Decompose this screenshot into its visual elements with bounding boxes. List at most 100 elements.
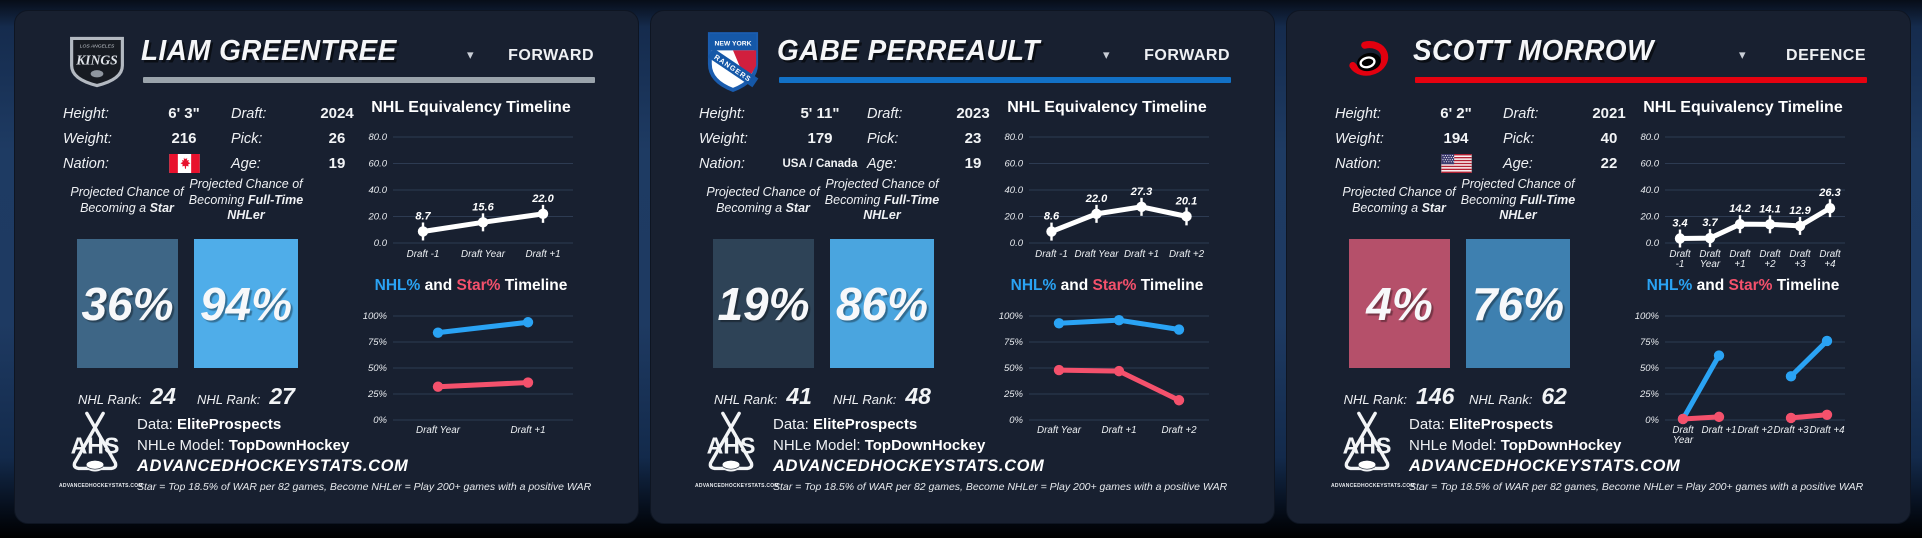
- x-tick-label: Draft +4: [1809, 425, 1845, 436]
- x-tick-label: Draft Year: [1075, 249, 1120, 260]
- nhler-chance-value-box: 76%: [1466, 239, 1570, 368]
- data-point: [1053, 364, 1065, 376]
- nation-value: [137, 154, 231, 173]
- rangers-logo-icon: NEW YORK RANGERS: [707, 32, 759, 93]
- pick-value: 23: [964, 130, 982, 147]
- player-card-2: NEW YORK RANGERS GABE PERREAULT ▾ FORWAR…: [650, 10, 1275, 524]
- team-logo-icon: NEW YORK RANGERS: [699, 29, 767, 95]
- data-point: [477, 217, 489, 228]
- nhler-chance-caption: Projected Chance of Becoming Full-Time N…: [188, 177, 304, 222]
- data-point: [537, 208, 549, 220]
- y-tick-label: 80.0: [369, 132, 388, 143]
- y-tick-label: 50%: [368, 363, 388, 374]
- height-label: Height:: [1335, 105, 1381, 122]
- nation-label: Nation:: [699, 155, 745, 172]
- pct-chart-title: NHL% and Star% Timeline: [1010, 277, 1204, 294]
- draft-value: 2021: [1592, 105, 1626, 122]
- canada-flag-icon: [168, 154, 200, 173]
- x-tick-label: Draft Year: [1037, 425, 1082, 436]
- series-line: [435, 319, 531, 336]
- chevron-down-icon[interactable]: ▾: [1739, 47, 1746, 62]
- ahs-caption: ADVANCEDHOCKEYSTATS.COM: [1331, 483, 1415, 489]
- data-point-label: 3.4: [1672, 217, 1687, 229]
- data-point: [1173, 395, 1185, 406]
- nhle-chart: 0.0 20.0 40.0 60.0 80.0 Draft -1 Draft Year Draft…: [1640, 132, 1845, 270]
- player-name-select[interactable]: SCOTT MORROW: [1413, 35, 1654, 67]
- y-tick-label: 0%: [1645, 415, 1659, 426]
- age-value: 22: [1600, 155, 1618, 172]
- player-name-select[interactable]: GABE PERREAULT: [777, 35, 1040, 67]
- draft-value: 2023: [956, 105, 990, 122]
- x-tick-label: Draft -1: [1035, 249, 1068, 260]
- data-point: [522, 317, 534, 328]
- y-tick-label: 0.0: [374, 238, 388, 249]
- svg-text:AHS: AHS: [1343, 433, 1392, 459]
- data-point: [1713, 411, 1725, 423]
- y-tick-label: 20.0: [368, 212, 388, 223]
- data-point: [1785, 412, 1797, 424]
- weight-value: 216: [171, 130, 197, 147]
- height-value: 6' 3": [168, 105, 200, 122]
- x-tick-label: Draft +4: [1819, 249, 1842, 270]
- model-line: NHLe Model: TopDownHockey: [137, 436, 350, 454]
- x-tick-label: Draft Year: [1672, 425, 1695, 446]
- y-tick-label: 75%: [1640, 337, 1660, 348]
- y-tick-label: 25%: [1639, 389, 1660, 400]
- pick-label: Pick:: [867, 130, 899, 147]
- pct-chart-title: NHL% and Star% Timeline: [1646, 277, 1840, 294]
- x-tick-label: Draft +1: [510, 425, 545, 436]
- nhler-chance-value-box: 86%: [830, 239, 934, 368]
- x-tick-label: Draft +2: [1161, 425, 1197, 436]
- x-tick-label: Draft +1: [525, 249, 560, 260]
- team-logo-icon: LOS ANGELES KINGS: [63, 29, 131, 95]
- height-label: Height:: [63, 105, 109, 122]
- weight-label: Weight:: [699, 130, 748, 147]
- data-point: [1794, 220, 1806, 232]
- player-name-select[interactable]: LIAM GREENTREE: [141, 35, 397, 67]
- y-tick-label: 60.0: [1005, 159, 1024, 170]
- height-value: 6' 2": [1440, 105, 1472, 122]
- y-tick-label: 100%: [363, 311, 388, 322]
- y-tick-label: 100%: [1635, 311, 1660, 322]
- data-point-label: 15.6: [472, 201, 494, 213]
- y-tick-label: 80.0: [1641, 132, 1660, 143]
- site-url: ADVANCEDHOCKEYSTATS.COM: [773, 457, 1045, 475]
- weight-value: 194: [1443, 130, 1469, 147]
- data-point-label: 22.0: [531, 193, 554, 205]
- y-tick-label: 75%: [1004, 337, 1024, 348]
- team-accent-divider: [1415, 77, 1867, 83]
- y-tick-label: 40.0: [1005, 185, 1024, 196]
- player-info-grid: Height: 6' 3" Draft: 2024 Weight: 216 Pi…: [63, 101, 381, 176]
- y-tick-label: 20.0: [1004, 212, 1024, 223]
- nhler-nhl-rank: NHL Rank: 48: [833, 383, 931, 409]
- site-url: ADVANCEDHOCKEYSTATS.COM: [1409, 457, 1681, 475]
- chevron-down-icon[interactable]: ▾: [467, 47, 474, 62]
- y-tick-label: 0.0: [1646, 238, 1660, 249]
- credits-block: Data: EliteProspects NHLe Model: TopDown…: [137, 415, 408, 477]
- ahs-logo: AHS ADVANCEDHOCKEYSTATS.COM: [59, 411, 143, 489]
- star-nhl-rank: NHL Rank: 146: [1343, 383, 1455, 409]
- data-point: [1677, 413, 1689, 425]
- chevron-down-icon[interactable]: ▾: [1103, 47, 1110, 62]
- weight-label: Weight:: [1335, 130, 1384, 147]
- x-tick-label: Draft Year: [461, 249, 506, 260]
- methodology-note: Star = Top 18.5% of WAR per 82 games, Be…: [1409, 481, 1864, 493]
- nation-value: USA / Canada: [782, 157, 858, 170]
- weight-value: 179: [807, 130, 833, 147]
- data-source-line: Data: EliteProspects: [1409, 416, 1554, 433]
- data-source-line: Data: EliteProspects: [137, 416, 282, 433]
- y-tick-label: 60.0: [369, 159, 388, 170]
- ahs-caption: ADVANCEDHOCKEYSTATS.COM: [695, 483, 779, 489]
- nhle-chart-title: NHL Equivalency Timeline: [1643, 99, 1843, 116]
- player-info-grid: Height: 5' 11" Draft: 2023 Weight: 179 P…: [699, 101, 1017, 176]
- ahs-logo-icon: AHS: [71, 411, 119, 472]
- credits-block: Data: EliteProspects NHLe Model: TopDown…: [773, 415, 1044, 477]
- player-info-grid: Height: 6' 2" Draft: 2021 Weight: 194 Pi…: [1335, 101, 1653, 176]
- x-tick-label: Draft +3: [1773, 425, 1809, 436]
- pct-chart: 0% 25% 50% 75% 100% Draft Year Draft +1 Draft +2…: [1635, 311, 1845, 446]
- credits-block: Data: EliteProspects NHLe Model: TopDown…: [1409, 415, 1680, 477]
- star-chance-value-box: 4%: [1349, 239, 1450, 368]
- pick-label: Pick:: [1503, 130, 1535, 147]
- hurricanes-logo-icon: [1349, 40, 1389, 76]
